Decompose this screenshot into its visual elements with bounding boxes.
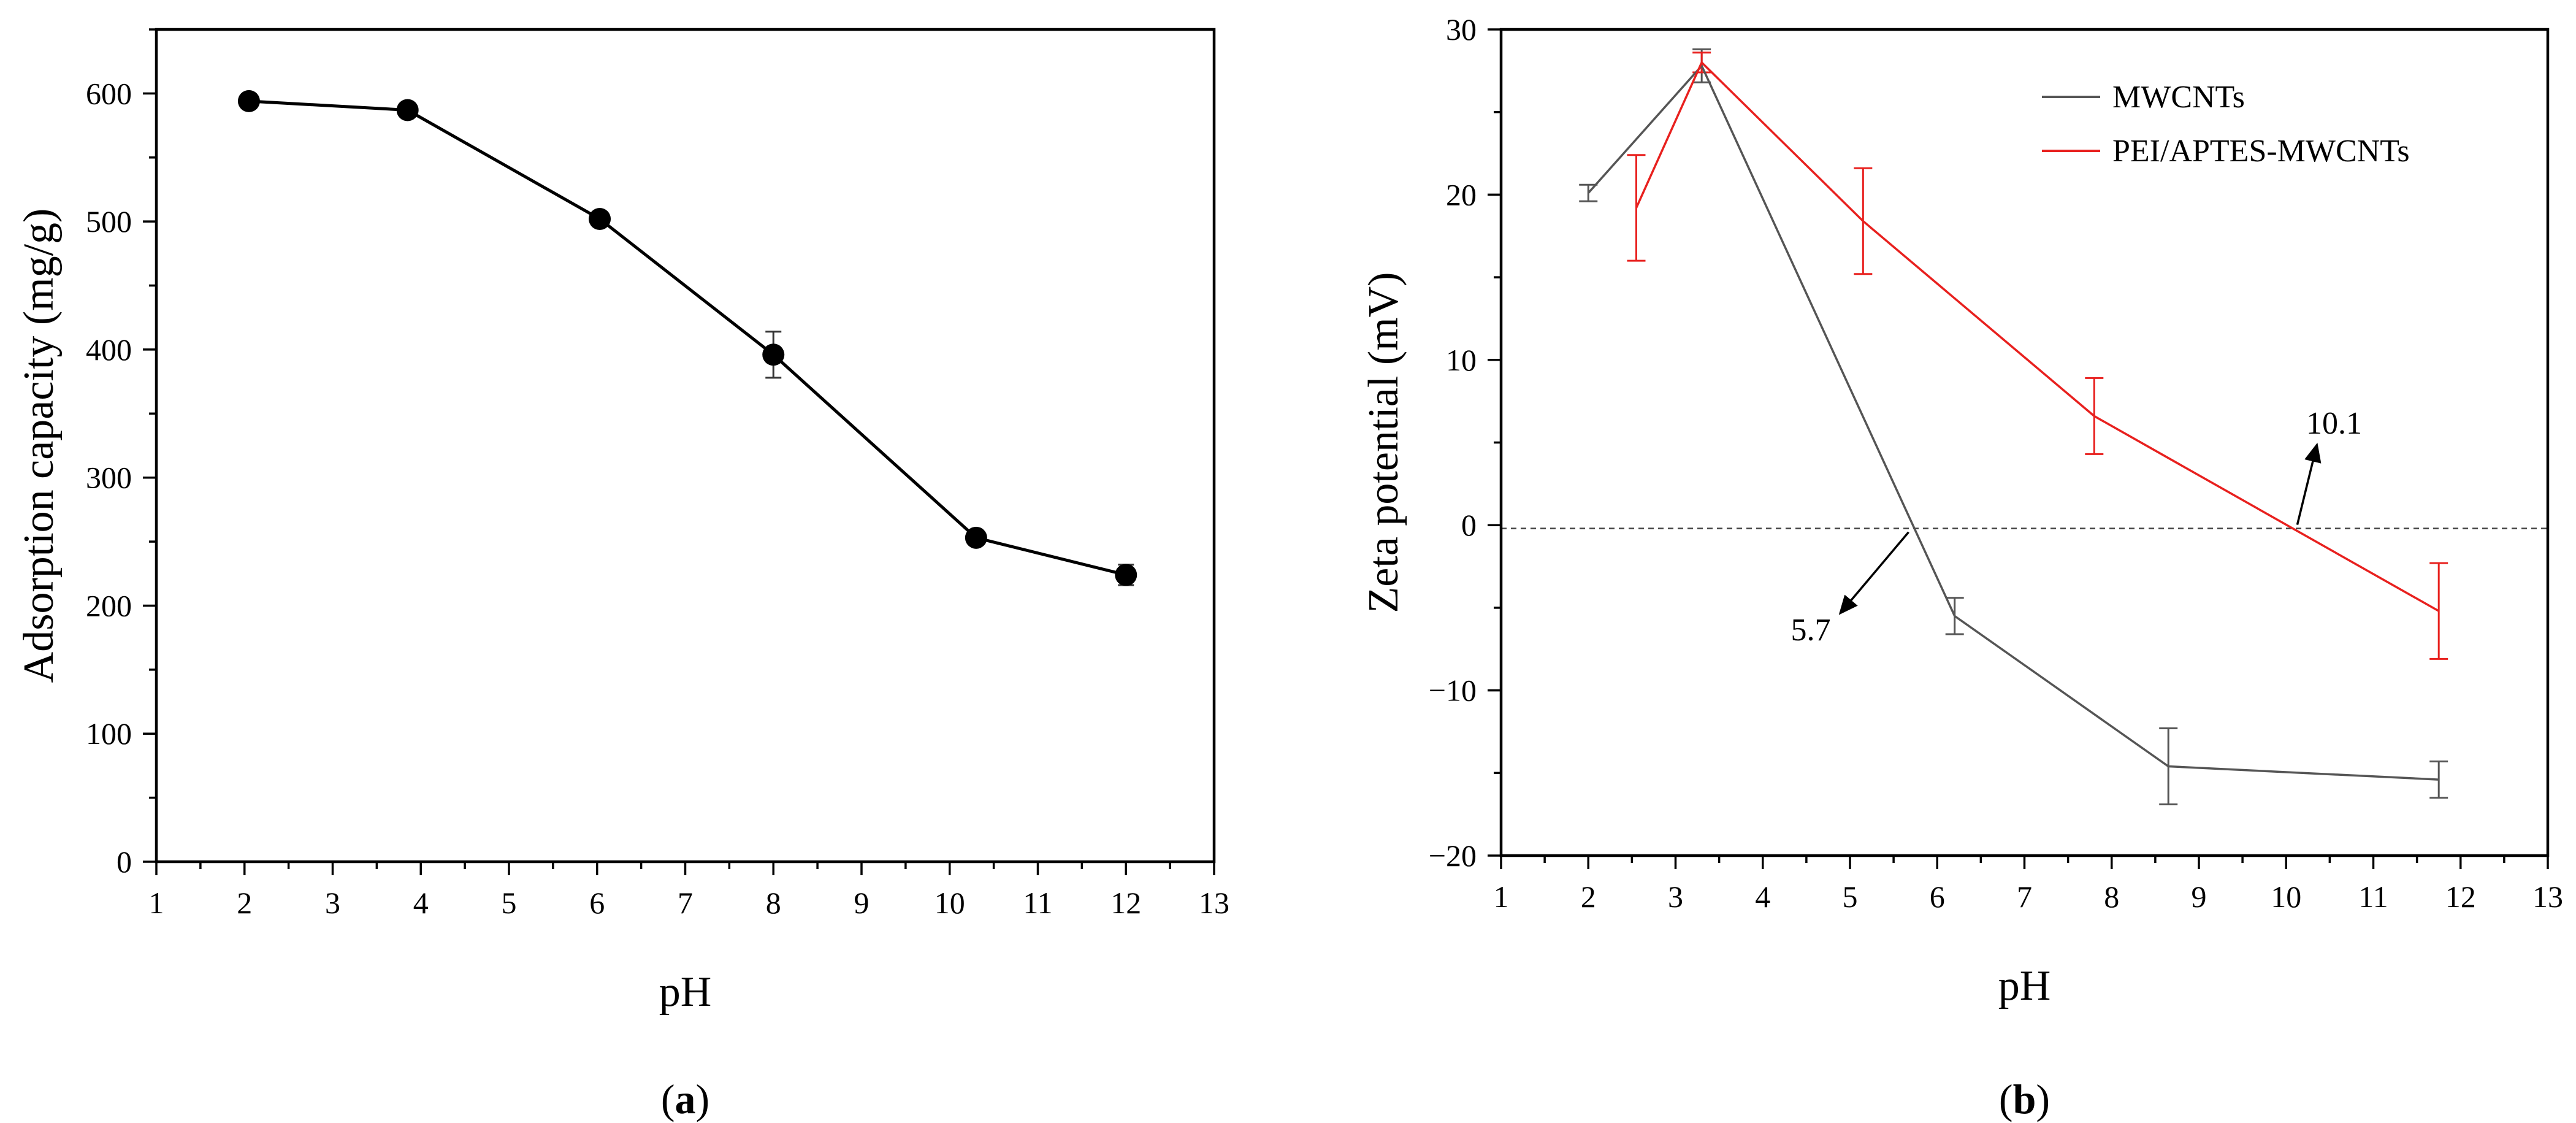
data-point [237, 90, 260, 112]
x-tick-label-a: 10 [934, 886, 965, 920]
data-point [762, 343, 785, 366]
x-axis-ticks-b: 1 2 3 4 5 6 7 8 9 10 11 12 13 [1494, 856, 2563, 914]
series-line-pei-aptes-mwcnts [1635, 60, 2440, 612]
x-tick-label-b: 3 [1668, 880, 1683, 914]
y-tick-label-a: 300 [86, 461, 132, 495]
data-line [248, 99, 1126, 577]
y-tick-label-a: 400 [86, 332, 132, 367]
x-axis-title-b: pH [1998, 962, 2051, 1010]
panel-label-a: (a) [661, 1076, 709, 1122]
x-tick-label-a: 6 [589, 886, 605, 920]
x-tick-label-b: 2 [1581, 880, 1596, 914]
x-tick-label-a: 2 [237, 886, 252, 920]
series-b [1587, 60, 2440, 781]
annotations-b: 5.7 10.1 [1791, 406, 2362, 648]
plot-frame-b [1499, 28, 2550, 857]
x-tick-label-b: 7 [2017, 880, 2032, 914]
x-tick-label-b: 5 [1843, 880, 1858, 914]
x-tick-label-b: 6 [1930, 880, 1945, 914]
y-tick-label-a: 0 [117, 845, 132, 879]
x-tick-label-b: 4 [1755, 880, 1770, 914]
y-axis-title-a: Adsorption capacity (mg/g) [15, 209, 63, 683]
x-tick-label-a: 8 [766, 886, 781, 920]
data-point [965, 526, 987, 549]
panel-label-b: (b) [1999, 1076, 2050, 1122]
legend-label: MWCNTs [2112, 80, 2245, 115]
x-tick-label-b: 8 [2104, 880, 2119, 914]
x-tick-label-a: 1 [149, 886, 164, 920]
x-tick-label-a: 12 [1110, 886, 1141, 920]
annotation-arrow [2296, 442, 2322, 526]
y-axis-ticks-b: −20 −10 0 10 20 30 [1429, 12, 1501, 873]
series-line-mwcnts [1587, 64, 2439, 781]
y-tick-label-b: −20 [1429, 838, 1477, 873]
panel-label-a-letter: a [675, 1076, 696, 1122]
x-tick-label-a: 5 [502, 886, 517, 920]
x-axis-title-a: pH [659, 968, 712, 1016]
data-point [396, 99, 419, 121]
y-tick-label-b: 30 [1446, 12, 1477, 47]
panel-label-b-letter: b [2013, 1076, 2036, 1122]
y-tick-label-b: 10 [1446, 343, 1477, 377]
panel-label-a-close: ) [696, 1076, 710, 1122]
panel-label-b-close: ) [2036, 1076, 2050, 1122]
x-axis-ticks-a: 1 2 3 4 5 6 7 8 9 10 11 12 13 [149, 862, 1229, 920]
data-point [1115, 564, 1137, 586]
y-tick-label-b: −10 [1429, 673, 1477, 708]
legend-label: PEI/APTES-MWCNTs [2112, 134, 2410, 169]
annotation-label: 10.1 [2306, 406, 2362, 441]
y-tick-label-a: 100 [86, 716, 132, 751]
x-tick-label-b: 1 [1494, 880, 1509, 914]
x-tick-label-b: 9 [2192, 880, 2207, 914]
annotation-arrow [1838, 531, 1909, 615]
panel-label-a-open: ( [661, 1076, 675, 1122]
data-point [589, 207, 611, 230]
y-tick-label-b: 20 [1446, 177, 1477, 212]
x-tick-label-a: 11 [1023, 886, 1052, 920]
y-tick-label-b: 0 [1461, 508, 1477, 542]
y-tick-label-a: 600 [86, 76, 132, 110]
error-bars-a [240, 96, 1134, 586]
x-tick-label-b: 11 [2358, 880, 2388, 914]
legend: MWCNTs PEI/APTES-MWCNTs [2042, 80, 2410, 169]
y-axis-ticks-a: 0 100 200 300 400 500 600 [86, 28, 156, 879]
x-tick-label-a: 13 [1199, 886, 1229, 920]
x-tick-label-a: 7 [678, 886, 693, 920]
x-tick-label-b: 13 [2532, 880, 2563, 914]
panel-label-b-open: ( [1999, 1076, 2013, 1122]
plot-frame-a [155, 28, 1216, 864]
y-tick-label-a: 500 [86, 204, 132, 239]
annotation-label: 5.7 [1791, 613, 1830, 648]
x-tick-label-a: 4 [413, 886, 429, 920]
x-tick-label-b: 12 [2445, 880, 2476, 914]
y-tick-label-a: 200 [86, 588, 132, 623]
x-tick-label-a: 3 [325, 886, 340, 920]
y-axis-title-b: Zeta potential (mV) [1360, 272, 1407, 613]
x-tick-label-a: 9 [854, 886, 869, 920]
series-a [237, 90, 1137, 586]
x-tick-label-b: 10 [2271, 880, 2301, 914]
